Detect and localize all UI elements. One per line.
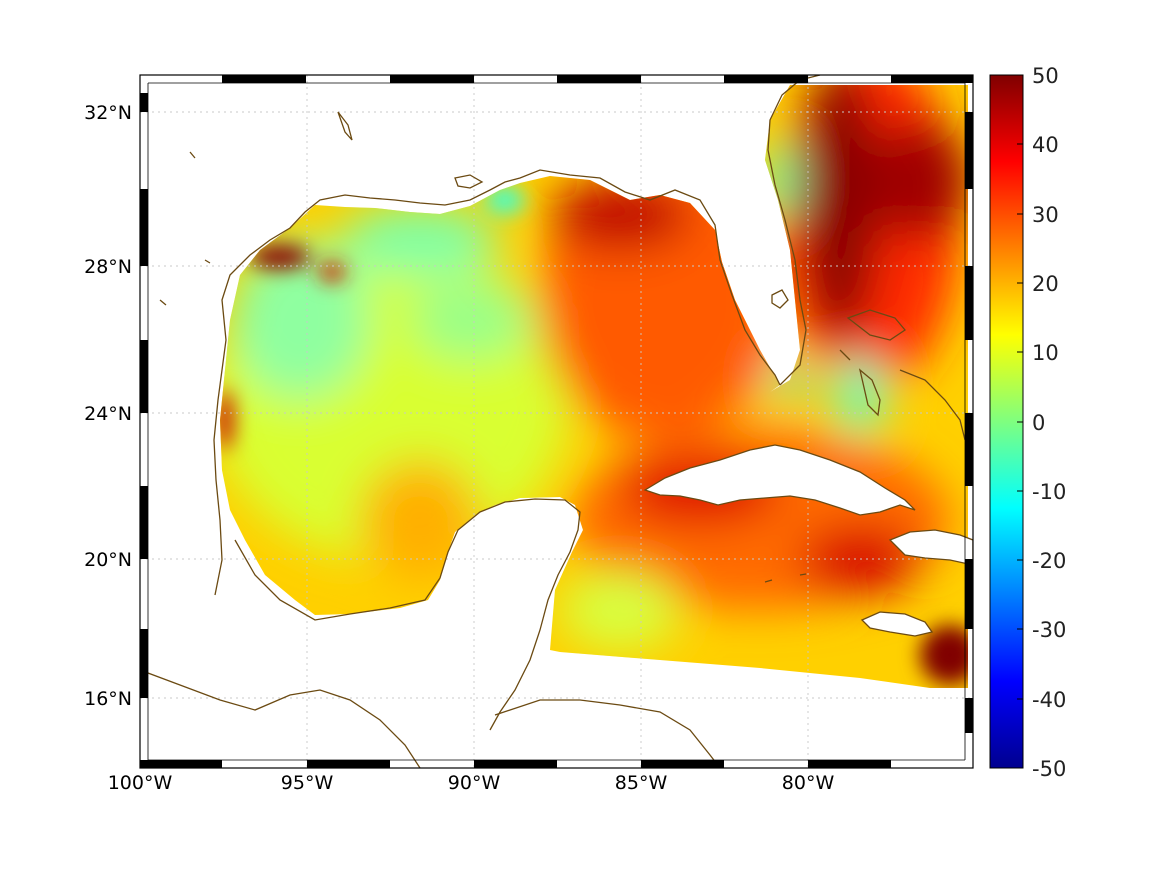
field-atlantic-eddy <box>870 120 968 240</box>
lat-label-28: 28°N <box>84 256 132 278</box>
frame-top-seg-5 <box>891 75 973 83</box>
colorbar-label-20: 20 <box>1032 272 1059 296</box>
frame-right-seg-1 <box>965 112 973 189</box>
field-louisiana-cool <box>340 205 500 275</box>
longitude-labels: 100°W 95°W 90°W 85°W 80°W <box>108 772 835 794</box>
colorbar-label-0: 0 <box>1032 411 1045 435</box>
colorbar-label-50: 50 <box>1032 64 1059 88</box>
frame-top-seg-1 <box>222 75 306 83</box>
field-cayman <box>800 525 920 595</box>
coastline-gulf <box>213 169 781 596</box>
field-texas-eddy <box>318 262 346 282</box>
lake-okeechobee <box>771 289 789 309</box>
frame-right-seg-5 <box>965 698 973 733</box>
lat-label-20: 20°N <box>84 549 132 571</box>
colorbar-label-m40: -40 <box>1032 688 1066 712</box>
colorbar: 50 40 30 20 10 0 -10 -20 -30 -40 -50 <box>989 64 1066 781</box>
cayman-islands <box>764 573 807 583</box>
hispaniola-island <box>888 529 973 566</box>
field-mexico-coast <box>220 390 233 450</box>
field-texas-coast-max <box>250 245 310 269</box>
frame-bottom-seg-2 <box>307 760 390 768</box>
field-yucatan-cool <box>560 570 680 650</box>
graticule <box>140 75 973 768</box>
lat-label-32: 32°N <box>84 102 132 124</box>
colorbar-label-40: 40 <box>1032 133 1059 157</box>
field-bay-warm <box>360 460 480 580</box>
frame-left-seg-5 <box>140 629 148 698</box>
frame-left-seg-4 <box>140 486 148 559</box>
lon-label-95: 95°W <box>281 772 334 794</box>
frame-left-seg-1 <box>140 93 148 112</box>
frame-right-seg-2 <box>965 266 973 340</box>
frame-bottom-seg-1 <box>140 760 222 768</box>
lat-label-24: 24°N <box>84 403 132 425</box>
frame-bottom-seg-5 <box>808 760 891 768</box>
coastline-central-america <box>140 669 421 768</box>
colorbar-label-m50: -50 <box>1032 757 1066 781</box>
frame-bottom-seg-4 <box>641 760 724 768</box>
coastlines <box>140 75 973 768</box>
frame-left-seg-2 <box>140 189 148 266</box>
field-georgia-shelf <box>762 140 798 220</box>
field-central-cool <box>410 280 530 360</box>
lon-label-90: 90°W <box>448 772 501 794</box>
colorbar-label-30: 30 <box>1032 203 1059 227</box>
field-bahamas-cool <box>835 355 885 435</box>
frame-top-seg-3 <box>557 75 641 83</box>
colorbar-label-m20: -20 <box>1032 549 1066 573</box>
texas-lakes <box>159 111 353 306</box>
colorbar-label-10: 10 <box>1032 341 1059 365</box>
jamaica-island <box>860 611 934 637</box>
colorbar-label-m30: -30 <box>1032 618 1066 642</box>
coastline-florida-east <box>767 75 821 386</box>
frame-top-seg-4 <box>724 75 808 83</box>
field-gulf-stream-max <box>800 85 880 340</box>
frame-right-seg-3 <box>965 413 973 486</box>
latitude-labels: 32°N 28°N 24°N 20°N 16°N <box>84 102 132 710</box>
data-field <box>220 85 968 688</box>
frame-right-seg-4 <box>965 559 973 629</box>
field-florida-bay-cool <box>770 366 810 394</box>
field-mississippi-cool <box>485 186 525 214</box>
colorbar-label-m10: -10 <box>1032 480 1066 504</box>
lat-label-16: 16°N <box>84 688 132 710</box>
lon-label-100: 100°W <box>108 772 173 794</box>
lake-pontchartrain <box>454 174 484 189</box>
frame-bottom-seg-3 <box>474 760 557 768</box>
lon-label-85: 85°W <box>615 772 668 794</box>
field-panhandle-max <box>550 180 690 250</box>
frame-left-seg-3 <box>140 340 148 413</box>
frame-top-seg-2 <box>390 75 474 83</box>
cuba-island <box>643 444 916 516</box>
colorbar-ticks <box>1017 74 1023 769</box>
coastline-mexico-south <box>234 498 581 731</box>
bahamas-islands <box>839 309 966 441</box>
field-southeast-max <box>920 625 968 685</box>
coastline-honduras <box>494 699 721 768</box>
map-frame <box>139 74 974 769</box>
lon-label-80: 80°W <box>782 772 835 794</box>
